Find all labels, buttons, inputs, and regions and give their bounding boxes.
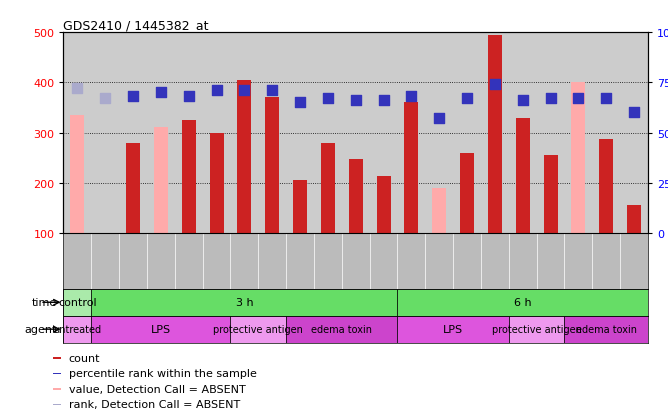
Point <box>434 116 445 123</box>
Bar <box>516 119 530 233</box>
Bar <box>70 116 84 233</box>
Bar <box>53 373 61 374</box>
Bar <box>349 160 363 233</box>
Text: protective antigen: protective antigen <box>213 324 303 335</box>
Bar <box>53 358 61 359</box>
Bar <box>286 316 397 343</box>
Text: rank, Detection Call = ABSENT: rank, Detection Call = ABSENT <box>69 399 240 409</box>
Bar <box>126 143 140 233</box>
Bar <box>404 103 418 233</box>
Bar <box>92 316 230 343</box>
Bar <box>564 316 648 343</box>
Bar <box>265 98 279 233</box>
Point <box>267 88 278 95</box>
Point <box>629 110 639 116</box>
Bar <box>63 289 92 316</box>
Bar <box>92 289 397 316</box>
Point <box>378 98 389 104</box>
Bar <box>488 36 502 233</box>
Bar <box>544 156 558 233</box>
Bar <box>509 316 564 343</box>
Point <box>490 82 500 88</box>
Text: value, Detection Call = ABSENT: value, Detection Call = ABSENT <box>69 384 245 394</box>
Bar <box>53 389 61 390</box>
Point <box>601 96 612 102</box>
Bar <box>182 121 196 233</box>
Point <box>156 90 166 97</box>
Text: time: time <box>31 297 57 308</box>
Point <box>128 94 138 100</box>
Bar <box>377 177 391 233</box>
Text: edema toxin: edema toxin <box>311 324 372 335</box>
Bar <box>397 316 509 343</box>
Text: percentile rank within the sample: percentile rank within the sample <box>69 368 257 379</box>
Text: untreated: untreated <box>53 324 102 335</box>
Point <box>545 96 556 102</box>
Bar <box>460 153 474 233</box>
Point <box>406 94 417 100</box>
Point <box>573 96 584 102</box>
Text: protective antigen: protective antigen <box>492 324 582 335</box>
Text: control: control <box>58 297 97 308</box>
Bar <box>293 181 307 233</box>
Point <box>239 88 250 95</box>
Text: count: count <box>69 353 100 363</box>
Text: GDS2410 / 1445382_at: GDS2410 / 1445382_at <box>63 19 209 32</box>
Bar <box>321 143 335 233</box>
Point <box>72 86 83 93</box>
Point <box>183 94 194 100</box>
Bar <box>210 133 224 233</box>
Point <box>295 100 305 107</box>
Bar <box>397 289 648 316</box>
Bar <box>599 139 613 233</box>
Text: edema toxin: edema toxin <box>576 324 637 335</box>
Text: agent: agent <box>25 324 57 335</box>
Bar <box>154 128 168 233</box>
Bar <box>230 316 286 343</box>
Point <box>462 96 472 102</box>
Text: 3 h: 3 h <box>236 297 253 308</box>
Point <box>350 98 361 104</box>
Bar <box>63 316 92 343</box>
Bar <box>627 206 641 233</box>
Bar <box>571 83 585 233</box>
Bar <box>237 81 251 233</box>
Point <box>100 96 111 102</box>
Bar <box>432 188 446 233</box>
Text: LPS: LPS <box>443 324 463 335</box>
Point <box>518 98 528 104</box>
Point <box>211 88 222 95</box>
Point <box>323 96 333 102</box>
Text: LPS: LPS <box>151 324 171 335</box>
Text: 6 h: 6 h <box>514 297 532 308</box>
Bar <box>53 404 61 405</box>
